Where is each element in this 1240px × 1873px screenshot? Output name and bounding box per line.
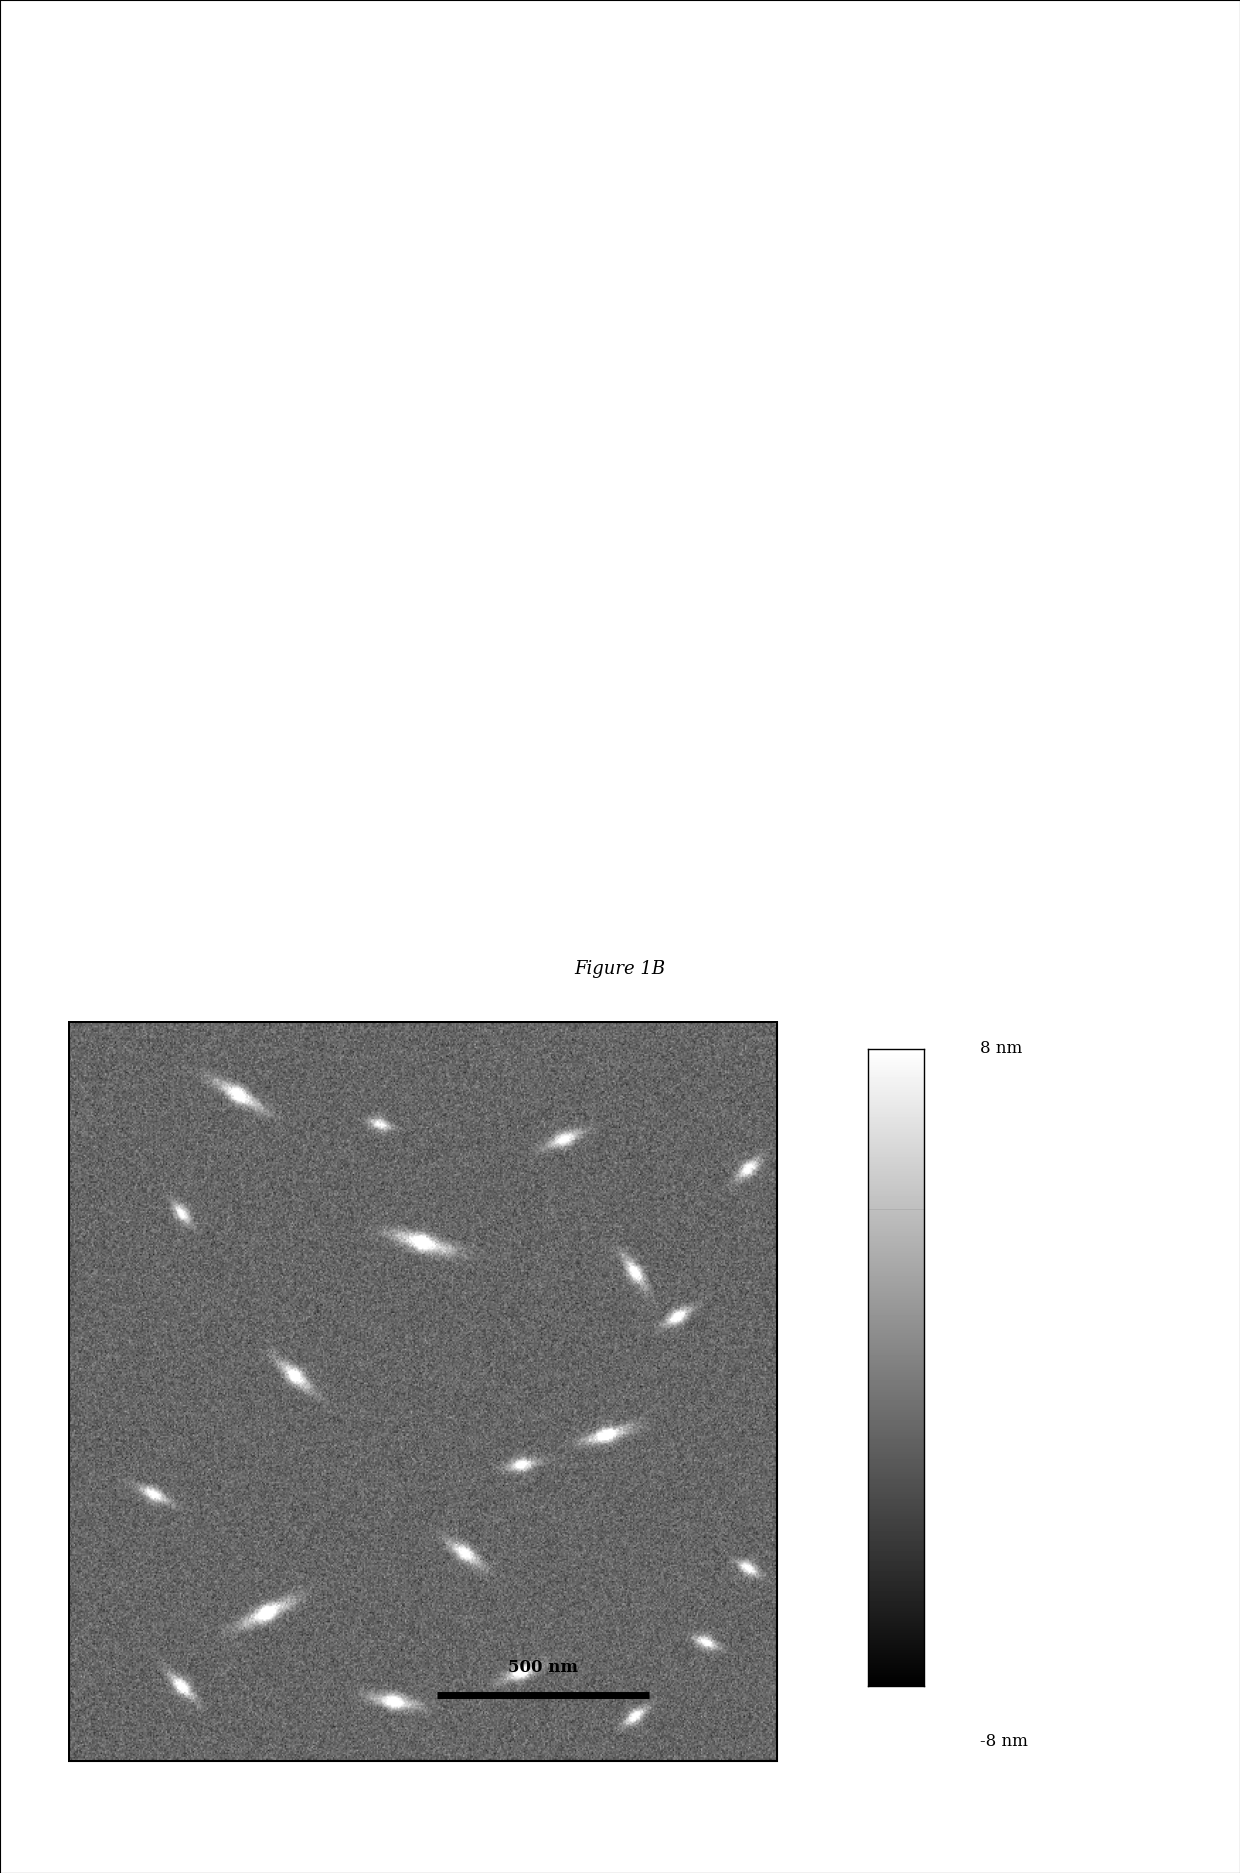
Text: Inkjet printing: Inkjet printing <box>533 699 707 717</box>
Text: 8 nm: 8 nm <box>980 1040 1022 1058</box>
Ellipse shape <box>112 583 248 626</box>
Text: Figure 1B: Figure 1B <box>574 959 666 978</box>
Text: 500 nm: 500 nm <box>508 1659 578 1676</box>
Text: Figure 1A: Figure 1A <box>574 22 666 41</box>
Circle shape <box>310 66 930 534</box>
Text: Spray coating: Spray coating <box>93 699 254 717</box>
Polygon shape <box>911 583 1221 635</box>
Polygon shape <box>1004 579 1209 635</box>
Polygon shape <box>19 583 329 635</box>
Text: -8 nm: -8 nm <box>980 1733 1028 1751</box>
Polygon shape <box>105 448 155 465</box>
Polygon shape <box>465 583 775 635</box>
Text: Blade coating: Blade coating <box>986 699 1147 717</box>
Polygon shape <box>915 560 1042 596</box>
